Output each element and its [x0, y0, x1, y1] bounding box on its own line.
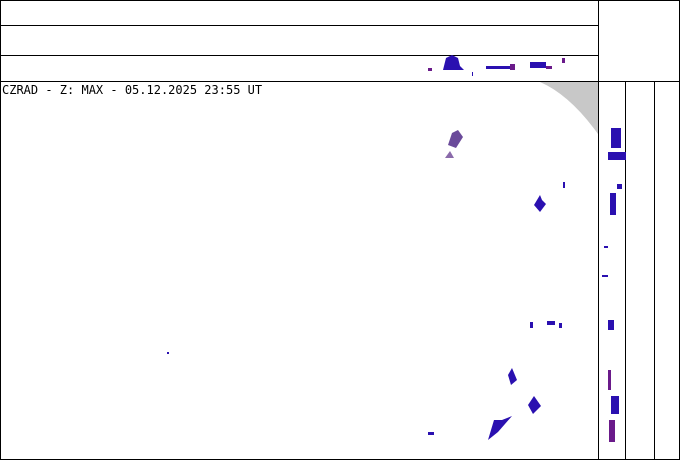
radar-title: CZRAD - Z: MAX - 05.12.2025 23:55 UT	[2, 83, 262, 97]
main-echoes	[167, 130, 565, 440]
no-coverage-area	[540, 82, 598, 134]
top-projection-echoes	[428, 55, 565, 76]
side-projection-echoes	[602, 128, 626, 442]
